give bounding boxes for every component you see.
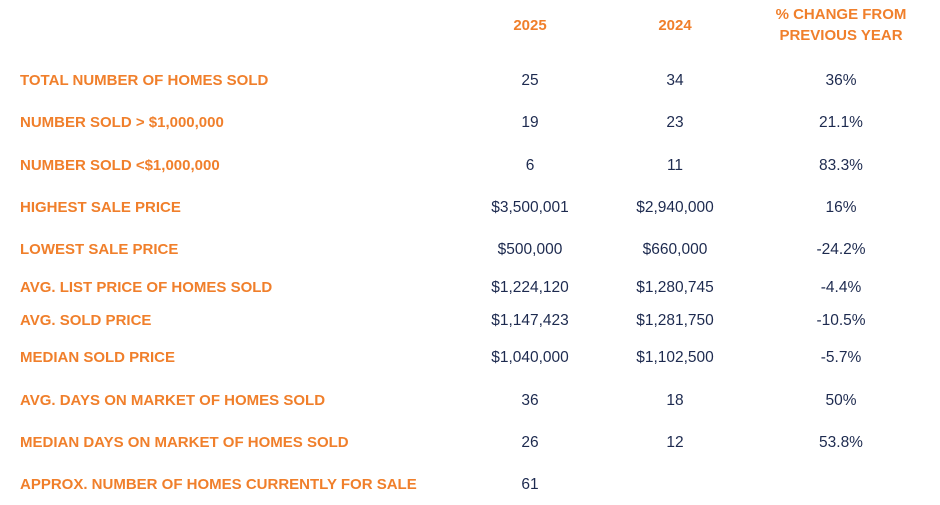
column-header-2024: 2024 [658,17,692,34]
row-label: LOWEST SALE PRICE [20,241,179,258]
table-row: HIGHEST SALE PRICE $3,500,001 $2,940,000… [0,197,940,219]
row-label: TOTAL NUMBER OF HOMES SOLD [20,72,269,89]
row-label: NUMBER SOLD <$1,000,000 [20,157,220,174]
column-header-change: % CHANGE FROM PREVIOUS YEAR [751,4,931,46]
cell-2025: 61 [521,476,539,493]
cell-change: 16% [825,199,857,216]
table-row: AVG. DAYS ON MARKET OF HOMES SOLD 36 18 … [0,390,940,412]
cell-2025: $1,040,000 [491,349,569,366]
row-label: AVG. DAYS ON MARKET OF HOMES SOLD [20,392,326,409]
cell-2024: 18 [666,392,684,409]
cell-change: -24.2% [816,241,866,258]
cell-2024: 11 [666,157,684,174]
cell-2025: 25 [521,72,539,89]
cell-2025: 19 [521,114,539,131]
row-label: MEDIAN SOLD PRICE [20,349,176,366]
column-header-2025: 2025 [513,17,547,34]
cell-2024: $1,280,745 [636,279,714,296]
cell-change: 21.1% [819,114,863,131]
table-row: NUMBER SOLD <$1,000,000 6 11 83.3% [0,155,940,177]
cell-2024: $2,940,000 [636,199,714,216]
cell-2024: $1,281,750 [636,312,714,329]
cell-change: 36% [825,72,857,89]
table-row: NUMBER SOLD > $1,000,000 19 23 21.1% [0,112,940,134]
row-label: APPROX. NUMBER OF HOMES CURRENTLY FOR SA… [20,476,417,493]
cell-2025: $500,000 [497,241,563,258]
table-row: AVG. LIST PRICE OF HOMES SOLD $1,224,120… [0,277,940,299]
cell-2024: 34 [666,72,684,89]
cell-2024: $1,102,500 [636,349,714,366]
cell-2025: $1,147,423 [491,312,569,329]
cell-2025: 36 [521,392,539,409]
column-header-change-line2: PREVIOUS YEAR [779,27,903,44]
cell-change: -5.7% [820,349,862,366]
cell-2025: $1,224,120 [491,279,569,296]
cell-change: -4.4% [820,279,862,296]
row-label: AVG. LIST PRICE OF HOMES SOLD [20,279,273,296]
table-row: TOTAL NUMBER OF HOMES SOLD 25 34 36% [0,70,940,92]
table-row: APPROX. NUMBER OF HOMES CURRENTLY FOR SA… [0,474,940,496]
column-header-change-line1: % CHANGE FROM [775,6,907,23]
table-row: LOWEST SALE PRICE $500,000 $660,000 -24.… [0,239,940,261]
table-row: MEDIAN SOLD PRICE $1,040,000 $1,102,500 … [0,347,940,369]
cell-2024: 12 [666,434,684,451]
cell-change: 83.3% [819,157,863,174]
table-row: AVG. SOLD PRICE $1,147,423 $1,281,750 -1… [0,310,940,332]
row-label: AVG. SOLD PRICE [20,312,152,329]
cell-2025: 6 [525,157,535,174]
cell-change: -10.5% [816,312,866,329]
cell-change: 50% [825,392,857,409]
row-label: NUMBER SOLD > $1,000,000 [20,114,224,131]
cell-change: 53.8% [819,434,863,451]
cell-2025: 26 [521,434,539,451]
table-row: MEDIAN DAYS ON MARKET OF HOMES SOLD 26 1… [0,432,940,454]
cell-2025: $3,500,001 [491,199,569,216]
cell-2024: 23 [666,114,684,131]
row-label: HIGHEST SALE PRICE [20,199,181,216]
row-label: MEDIAN DAYS ON MARKET OF HOMES SOLD [20,434,349,451]
cell-2024: $660,000 [642,241,708,258]
